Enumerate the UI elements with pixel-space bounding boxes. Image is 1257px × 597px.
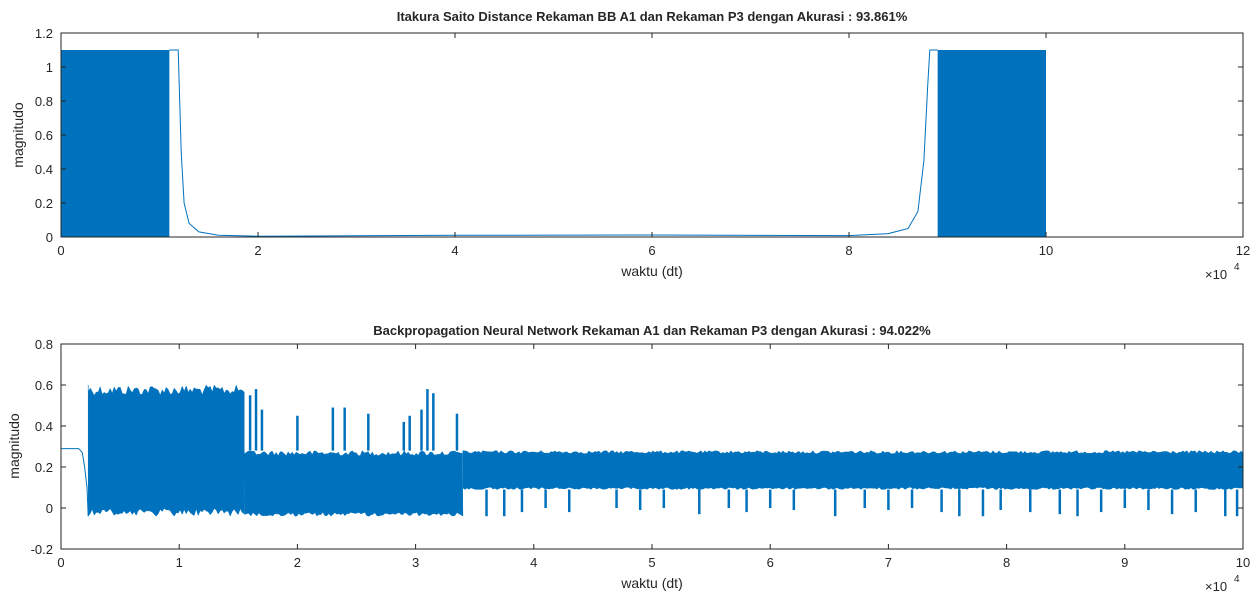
y-tick-label: 0.2 xyxy=(35,460,53,475)
y-tick-label: 0.8 xyxy=(35,337,53,352)
tick-marks xyxy=(60,343,1244,550)
backpropagation-chart: 0 1 2 3 4 5 6 7 8 9 10 -0.2 0 0.2 0.4 0.6 0.8 Backpropa… xyxy=(6,323,1250,594)
x-tick-label: 7 xyxy=(885,555,892,570)
x-tick-label: 4 xyxy=(530,555,537,570)
x-axis-label: waktu (dt) xyxy=(620,575,682,591)
x-tick-label: 8 xyxy=(845,243,852,258)
y-tick-label: 0.6 xyxy=(35,128,53,143)
y-tick-label: 0 xyxy=(46,501,53,516)
y-tick-label: 0.6 xyxy=(35,378,53,393)
x-tick-labels: 0 1 2 3 4 5 6 7 8 9 10 xyxy=(57,555,1250,570)
plot-area xyxy=(61,33,1243,237)
x-tick-label: 0 xyxy=(57,555,64,570)
y-tick-label: -0.2 xyxy=(31,542,53,557)
series-0-seg-1-band xyxy=(87,384,245,517)
series-0-seg-2-band xyxy=(243,450,464,517)
y-tick-label: 1.2 xyxy=(35,26,53,41)
chart-title: Itakura Saito Distance Rekaman BB A1 dan… xyxy=(397,9,908,24)
y-axis-label: magnitudo xyxy=(10,102,26,168)
x-tick-label: 3 xyxy=(412,555,419,570)
series-0-seg-3-band xyxy=(462,450,1244,490)
series-0-seg-0-line xyxy=(61,448,89,517)
series-0-seg-2-dense-signal xyxy=(937,50,1046,237)
y-tick-label: 1 xyxy=(46,60,53,75)
x-multiplier-exponent: 4 xyxy=(1234,574,1240,585)
x-multiplier-exponent: 4 xyxy=(1234,262,1240,273)
x-tick-label: 6 xyxy=(767,555,774,570)
series-marks xyxy=(61,49,1046,237)
x-tick-label: 6 xyxy=(648,243,655,258)
x-multiplier: ×10 xyxy=(1205,267,1227,282)
itakura-saito-chart: 0 2 4 6 8 10 12 0 0.2 0.4 0.6 0.8 1 1.2 Itakura Sait… xyxy=(10,9,1250,282)
series-0-seg-0-dense-signal xyxy=(61,50,170,237)
y-tick-label: 0.8 xyxy=(35,94,53,109)
series-marks xyxy=(61,384,1244,517)
x-exponent-label: ×10 4 xyxy=(1205,262,1240,282)
x-tick-label: 4 xyxy=(451,243,458,258)
y-tick-labels: 0 0.2 0.4 0.6 0.8 1 1.2 xyxy=(35,26,53,245)
y-tick-label: 0 xyxy=(46,230,53,245)
x-exponent-label: ×10 4 xyxy=(1205,574,1240,594)
x-tick-label: 9 xyxy=(1121,555,1128,570)
x-tick-label: 2 xyxy=(254,243,261,258)
x-tick-label: 10 xyxy=(1236,555,1250,570)
y-tick-label: 0.2 xyxy=(35,196,53,211)
series-0-seg-1-line xyxy=(169,49,938,237)
x-tick-label: 10 xyxy=(1039,243,1053,258)
x-tick-label: 0 xyxy=(57,243,64,258)
y-axis-label: magnitudo xyxy=(6,413,22,479)
x-tick-labels: 0 2 4 6 8 10 12 xyxy=(57,243,1250,258)
x-tick-label: 12 xyxy=(1236,243,1250,258)
y-tick-labels: -0.2 0 0.2 0.4 0.6 0.8 xyxy=(31,337,53,557)
y-tick-label: 0.4 xyxy=(35,162,53,177)
x-tick-label: 2 xyxy=(294,555,301,570)
plot-area xyxy=(61,344,1243,549)
x-multiplier: ×10 xyxy=(1205,579,1227,594)
chart-title: Backpropagation Neural Network Rekaman A… xyxy=(373,323,931,338)
tick-marks xyxy=(60,32,1244,238)
x-axis-label: waktu (dt) xyxy=(620,263,682,279)
x-tick-label: 1 xyxy=(176,555,183,570)
x-tick-label: 5 xyxy=(648,555,655,570)
x-tick-label: 8 xyxy=(1003,555,1010,570)
y-tick-label: 0.4 xyxy=(35,419,53,434)
